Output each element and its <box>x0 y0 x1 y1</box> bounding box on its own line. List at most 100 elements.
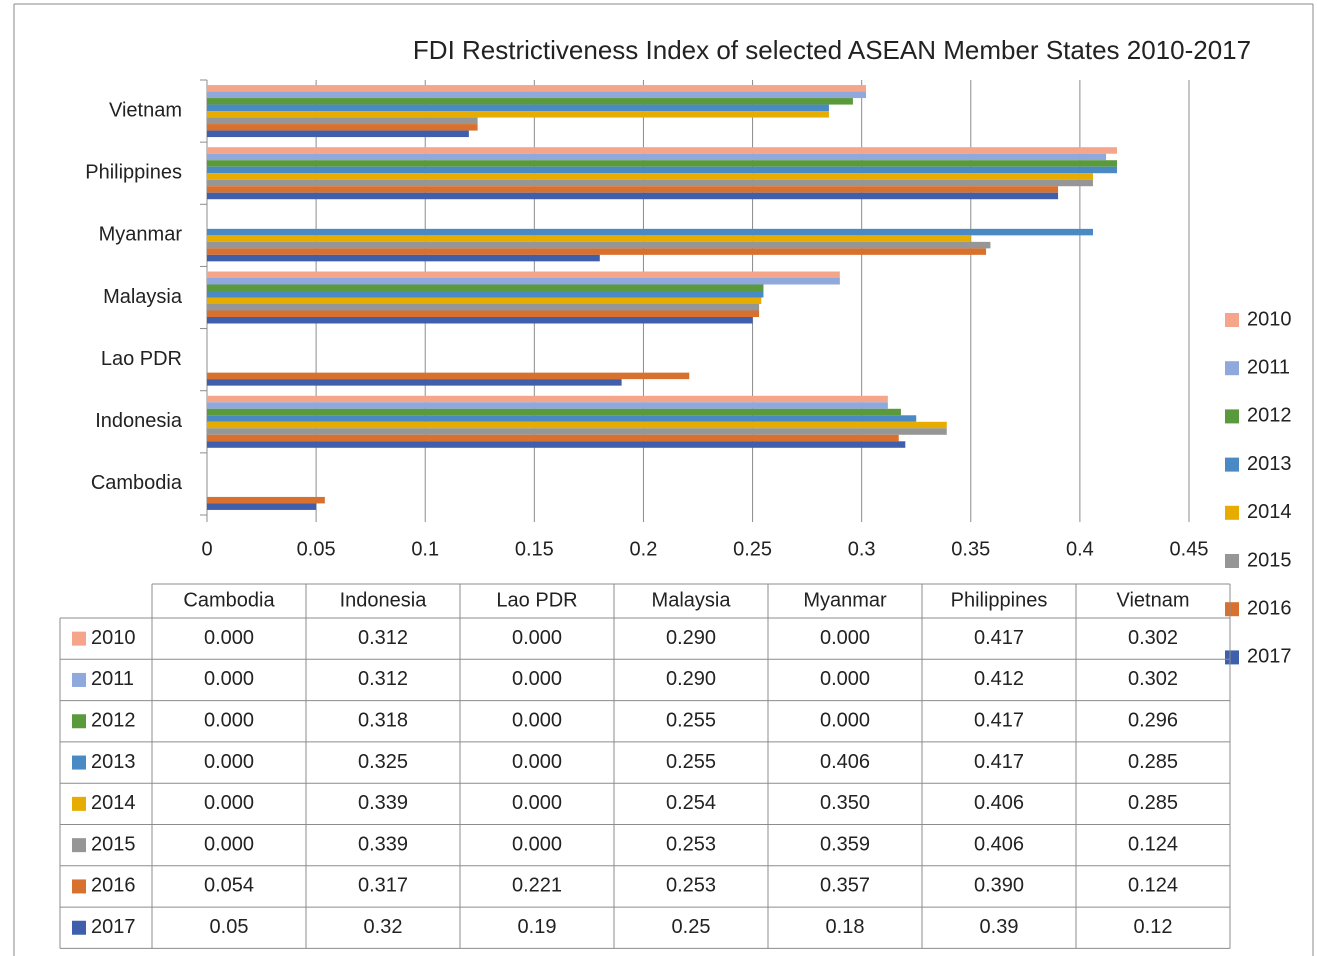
table-cell: 0.302 <box>1128 668 1178 690</box>
y-tick-label: Indonesia <box>95 410 183 432</box>
table-row-label: 2012 <box>91 710 136 732</box>
table-header: Malaysia <box>652 589 732 611</box>
table-cell: 0.339 <box>358 833 408 855</box>
bar <box>207 254 600 262</box>
table-cell: 0.357 <box>820 875 870 897</box>
table-cell: 0.000 <box>204 710 254 732</box>
x-tick-label: 0.2 <box>630 538 658 560</box>
x-tick-label: 0.15 <box>515 538 554 560</box>
bar <box>207 192 1059 200</box>
table-cell: 0.350 <box>820 792 870 814</box>
bar <box>207 503 317 510</box>
bar <box>207 241 991 249</box>
x-tick-label: 0.3 <box>848 538 876 560</box>
table-header: Lao PDR <box>496 589 577 611</box>
bar <box>207 111 829 118</box>
table-cell: 0.054 <box>204 875 254 897</box>
bar <box>207 186 1059 193</box>
bar <box>207 271 840 278</box>
legend-swatch <box>1225 602 1239 617</box>
table-cell: 0.317 <box>358 875 408 897</box>
table-cell: 0.32 <box>364 916 403 938</box>
table-cell: 0.25 <box>672 916 711 938</box>
y-tick-label: Vietnam <box>109 99 182 121</box>
legend-label: 2015 <box>1247 549 1292 571</box>
table-cell: 0.000 <box>204 668 254 690</box>
table-cell: 0.312 <box>358 668 408 690</box>
y-tick-label: Philippines <box>85 161 182 183</box>
y-tick-label: Cambodia <box>91 472 183 494</box>
bar <box>207 317 753 324</box>
table-swatch <box>72 714 86 729</box>
bar <box>207 372 690 380</box>
x-tick-label: 0.35 <box>951 538 990 560</box>
x-tick-label: 0.25 <box>733 538 772 560</box>
table-cell: 0.296 <box>1128 710 1178 732</box>
table-cell: 0.302 <box>1128 627 1178 649</box>
table-cell: 0.124 <box>1128 833 1178 855</box>
bar <box>207 104 829 112</box>
bar <box>207 173 1093 180</box>
table-swatch <box>72 672 86 687</box>
table-cell: 0.339 <box>358 792 408 814</box>
x-tick-label: 0 <box>201 538 212 560</box>
legend-swatch <box>1225 505 1239 520</box>
bar <box>207 379 622 386</box>
bar <box>207 117 478 125</box>
bar <box>207 124 478 131</box>
y-tick-label: Myanmar <box>99 224 183 246</box>
legend-swatch <box>1225 361 1239 376</box>
table-cell: 0.000 <box>820 627 870 649</box>
table-header: Indonesia <box>340 589 428 611</box>
table-row-label: 2016 <box>91 875 136 897</box>
legend-swatch <box>1225 457 1239 472</box>
bar <box>207 415 917 422</box>
table-swatch <box>72 879 86 894</box>
bar <box>207 130 469 138</box>
table-cell: 0.325 <box>358 751 408 773</box>
table-cell: 0.39 <box>980 916 1019 938</box>
table-swatch <box>72 631 86 646</box>
legend-label: 2016 <box>1247 597 1292 619</box>
table-cell: 0.290 <box>666 668 716 690</box>
table-cell: 0.000 <box>512 751 562 773</box>
bar <box>207 304 760 311</box>
table-cell: 0.000 <box>512 627 562 649</box>
table-cell: 0.417 <box>974 751 1024 773</box>
table-cell: 0.255 <box>666 751 716 773</box>
table-cell: 0.000 <box>204 751 254 773</box>
table-cell: 0.253 <box>666 833 716 855</box>
table-cell: 0.406 <box>820 751 870 773</box>
table-row-label: 2011 <box>91 668 134 690</box>
legend-label: 2012 <box>1247 405 1292 427</box>
legend-swatch <box>1225 554 1239 568</box>
table-cell: 0.000 <box>512 833 562 855</box>
x-tick-label: 0.45 <box>1170 538 1209 560</box>
bar <box>207 228 1093 236</box>
table-header: Cambodia <box>183 589 275 611</box>
x-tick-label: 0.05 <box>297 538 336 560</box>
y-tick-label: Lao PDR <box>101 348 182 370</box>
table-cell: 0.000 <box>204 833 254 855</box>
table-swatch <box>72 920 86 935</box>
legend-swatch <box>1225 650 1239 665</box>
bar <box>207 441 906 448</box>
bar <box>207 291 764 298</box>
y-tick-label: Malaysia <box>103 286 183 308</box>
table-header: Philippines <box>951 589 1048 611</box>
table-cell: 0.000 <box>512 710 562 732</box>
legend-label: 2011 <box>1247 356 1290 378</box>
bar <box>207 297 762 304</box>
bar <box>207 153 1107 161</box>
chart-title: FDI Restrictiveness Index of selected AS… <box>413 35 1251 65</box>
table-row-label: 2015 <box>91 833 136 855</box>
bar <box>207 496 325 504</box>
bar <box>207 98 853 105</box>
bar <box>207 85 867 92</box>
table-header: Myanmar <box>803 589 887 611</box>
legend-swatch <box>1225 409 1239 424</box>
table-cell: 0.417 <box>974 710 1024 732</box>
bar <box>207 166 1117 174</box>
table-swatch <box>72 755 86 770</box>
legend-label: 2017 <box>1247 646 1292 668</box>
